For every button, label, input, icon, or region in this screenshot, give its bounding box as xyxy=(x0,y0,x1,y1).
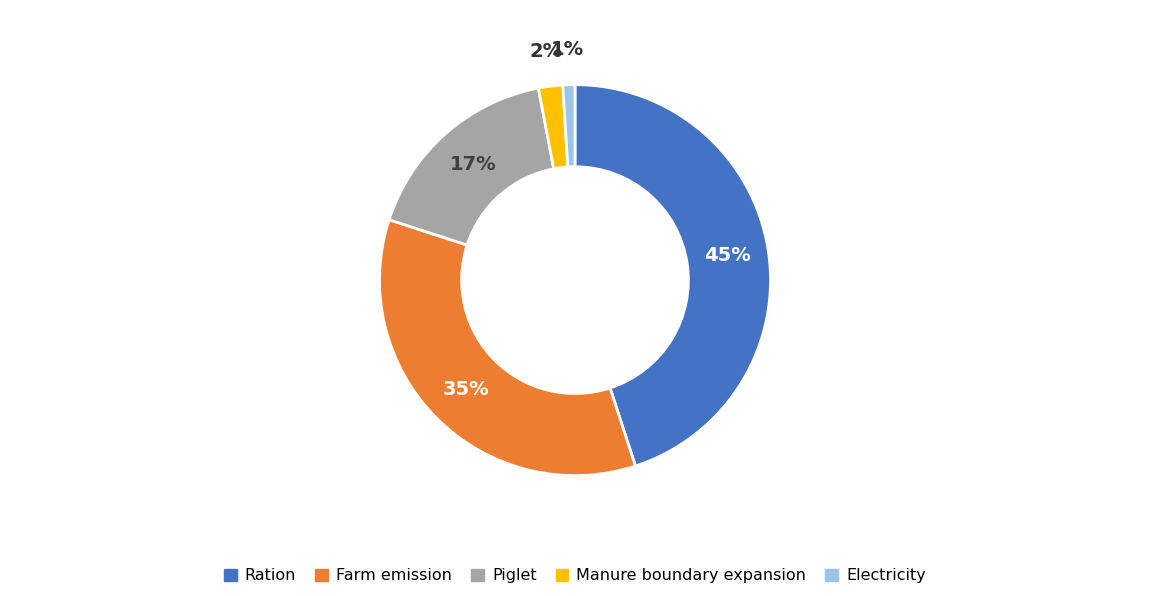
Text: 2%: 2% xyxy=(529,42,562,61)
Wedge shape xyxy=(538,85,568,169)
Legend: Ration, Farm emission, Piglet, Manure boundary expansion, Electricity: Ration, Farm emission, Piglet, Manure bo… xyxy=(217,562,933,589)
Text: 45%: 45% xyxy=(704,247,751,265)
Text: 17%: 17% xyxy=(450,155,496,174)
Wedge shape xyxy=(575,85,770,466)
Wedge shape xyxy=(389,88,554,245)
Wedge shape xyxy=(562,85,575,167)
Wedge shape xyxy=(380,220,636,476)
Text: 35%: 35% xyxy=(443,380,489,399)
Text: 1%: 1% xyxy=(551,40,584,59)
